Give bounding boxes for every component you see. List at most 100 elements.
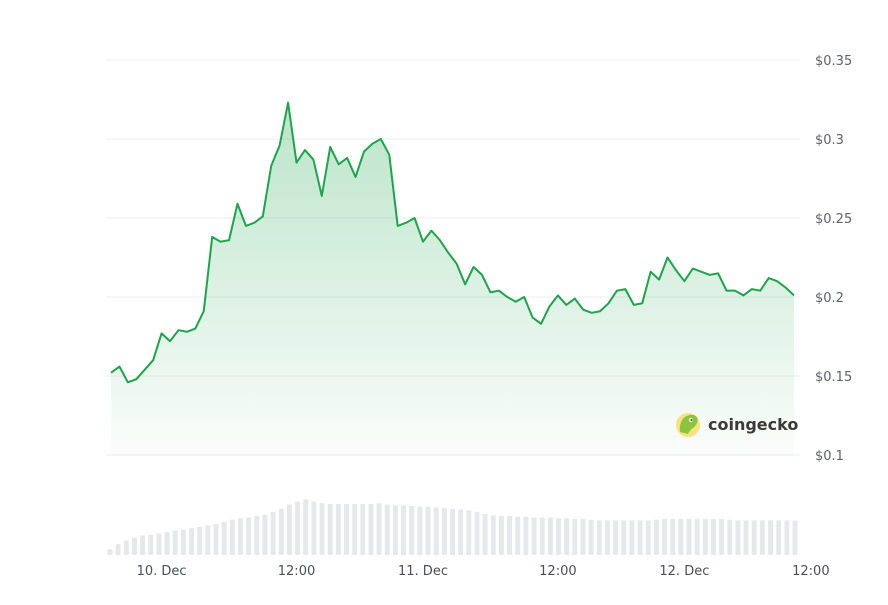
- y-tick-label: $0.15: [815, 370, 852, 385]
- volume-bar: [417, 506, 423, 555]
- price-area: [111, 102, 794, 455]
- volume-bar: [392, 505, 398, 555]
- volume-bar: [694, 519, 700, 555]
- volume-bar: [621, 520, 627, 555]
- volume-bar: [498, 516, 504, 555]
- volume-bar: [670, 519, 676, 555]
- volume-bar: [653, 519, 659, 555]
- volume-bar: [515, 516, 521, 555]
- volume-bar: [327, 503, 333, 555]
- volume-bar: [352, 503, 358, 555]
- volume-bar: [148, 534, 154, 555]
- volume-bar: [523, 516, 529, 555]
- volume-bar: [759, 520, 765, 555]
- volume-bar: [735, 520, 741, 555]
- volume-bar: [140, 535, 146, 555]
- x-tick-label: 12. Dec: [659, 564, 709, 579]
- volume-bar: [246, 517, 252, 555]
- volume-bar: [482, 513, 488, 555]
- volume-bar: [384, 504, 390, 555]
- volume-bar: [441, 508, 447, 555]
- volume-bar: [547, 517, 553, 555]
- gecko-logo-icon: [676, 413, 700, 437]
- volume-bar: [368, 503, 374, 555]
- volume-bar: [662, 519, 667, 555]
- volume-bar: [751, 520, 757, 555]
- volume-bar: [539, 517, 545, 555]
- x-tick-label: 11. Dec: [398, 564, 448, 579]
- volume-bar: [743, 520, 749, 555]
- volume-bar: [645, 520, 651, 555]
- volume-bar: [564, 518, 570, 555]
- volume-bar: [278, 508, 284, 555]
- volume-bar: [450, 508, 455, 555]
- volume-bar: [401, 505, 407, 555]
- volume-bar: [360, 503, 366, 555]
- volume-bar: [213, 524, 219, 555]
- volume-bar: [295, 501, 301, 555]
- volume-bar: [474, 511, 480, 555]
- volume-bar: [433, 507, 439, 555]
- volume-bar: [596, 520, 602, 555]
- volume-bars: [107, 499, 798, 555]
- volume-bar: [686, 519, 692, 555]
- x-tick-label: 12:00: [278, 564, 315, 579]
- volume-bar: [588, 519, 594, 555]
- y-axis-labels: $0.35 $0.3 $0.25 $0.2 $0.15 $0.1: [815, 54, 852, 464]
- y-tick-label: $0.25: [815, 212, 852, 227]
- volume-bar: [115, 544, 121, 555]
- volume-bar: [711, 519, 716, 555]
- volume-bar: [156, 533, 162, 555]
- volume-bar: [132, 537, 137, 555]
- volume-bar: [229, 519, 235, 555]
- volume-bar: [629, 520, 635, 555]
- volume-bar: [531, 517, 537, 555]
- volume-bar: [604, 520, 610, 555]
- volume-bar: [197, 526, 203, 555]
- volume-bar: [637, 520, 643, 555]
- y-tick-label: $0.2: [815, 291, 844, 306]
- volume-bar: [768, 520, 773, 555]
- volume-bar: [556, 518, 561, 555]
- volume-bar: [254, 516, 260, 555]
- y-tick-label: $0.35: [815, 54, 852, 69]
- volume-bar: [107, 549, 113, 555]
- volume-bar: [189, 528, 194, 555]
- volume-bar: [409, 506, 415, 555]
- volume-bar: [702, 519, 708, 555]
- volume-bar: [613, 520, 619, 555]
- watermark-text: coingecko: [708, 415, 798, 434]
- volume-bar: [319, 503, 325, 555]
- x-tick-label: 12:00: [539, 564, 576, 579]
- volume-bar: [507, 516, 513, 555]
- volume-bar: [123, 540, 129, 555]
- volume-bar: [238, 518, 243, 555]
- volume-bar: [376, 503, 382, 555]
- x-tick-label: 10. Dec: [137, 564, 187, 579]
- y-tick-label: $0.1: [815, 449, 844, 464]
- volume-bar: [335, 503, 341, 555]
- x-tick-label: 12:00: [792, 564, 829, 579]
- volume-bar: [425, 506, 431, 555]
- volume-bar: [784, 520, 790, 555]
- price-line: [110, 101, 795, 384]
- volume-bar: [303, 499, 309, 555]
- volume-bar: [164, 531, 170, 555]
- y-tick-label: $0.3: [815, 133, 844, 148]
- volume-bar: [205, 525, 211, 555]
- volume-bar: [286, 504, 292, 555]
- volume-bar: [466, 510, 472, 555]
- volume-bar: [344, 503, 349, 555]
- volume-bar: [262, 514, 268, 555]
- volume-bar: [678, 519, 684, 555]
- volume-bar: [270, 511, 276, 555]
- volume-bar: [776, 520, 782, 555]
- volume-bar: [719, 519, 725, 555]
- volume-bar: [792, 520, 798, 555]
- volume-bar: [221, 521, 227, 555]
- volume-bar: [572, 519, 578, 555]
- volume-bar: [458, 509, 464, 555]
- coingecko-watermark: coingecko: [676, 413, 798, 437]
